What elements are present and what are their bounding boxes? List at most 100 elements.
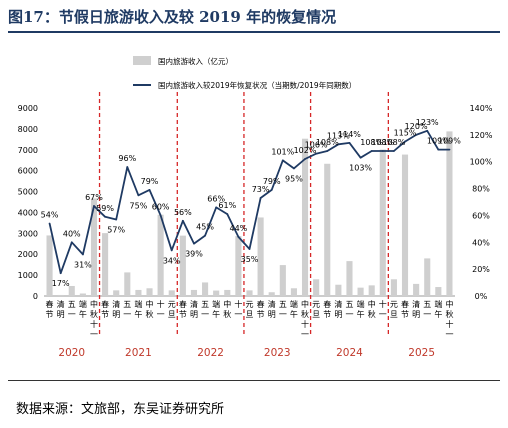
left-tick-label: 3000	[18, 229, 38, 238]
x-tick-label: 五	[279, 300, 287, 309]
revenue-bar	[290, 288, 297, 296]
revenue-bar	[213, 290, 220, 296]
x-tick-label: 节	[179, 310, 187, 319]
year-labels: 2020 2021 2022 2023 2024 2025	[58, 347, 435, 359]
x-tick-label: 节	[46, 310, 54, 319]
x-tick-label: 清	[412, 299, 420, 309]
x-tick-label: 旦	[246, 310, 254, 319]
recovery-label: 96%	[118, 154, 136, 163]
x-axis-labels: 春节清明五一端午中秋十一春节清明五一端午中秋十一元旦春节清明五一端午中秋十一元旦…	[46, 299, 454, 339]
x-tick-label: 一	[445, 330, 453, 339]
recovery-label: 120%	[405, 122, 428, 131]
right-tick-label: 120%	[470, 131, 493, 140]
recovery-point	[381, 150, 384, 152]
x-tick-label: 一	[234, 310, 242, 319]
bar-series	[46, 131, 453, 296]
x-tick-label: 明	[112, 310, 120, 319]
x-tick-label: 十	[445, 319, 453, 329]
title-rule	[8, 31, 500, 33]
recovery-point	[48, 222, 51, 225]
right-tick-label: 100%	[470, 158, 493, 167]
recovery-point	[93, 205, 95, 207]
left-tick-label: 5000	[18, 188, 38, 197]
x-tick-label: 十	[379, 299, 387, 309]
recovery-label: 17%	[52, 279, 70, 288]
x-tick-label: 端	[134, 299, 142, 309]
recovery-point	[370, 150, 373, 152]
recovery-label: 108%	[371, 138, 394, 147]
recovery-label: 59%	[96, 204, 114, 213]
recovery-label: 123%	[416, 118, 439, 127]
x-tick-label: 节	[323, 310, 331, 319]
left-tick-label: 0	[33, 292, 38, 301]
x-tick-label: 五	[345, 300, 353, 309]
right-tick-label: 80%	[472, 185, 490, 194]
x-tick-label: 端	[357, 299, 365, 309]
revenue-bar	[324, 163, 331, 296]
x-tick-label: 秋	[445, 309, 453, 319]
recovery-label: 66%	[207, 194, 225, 203]
recovery-label: 108%	[316, 138, 339, 147]
right-tick-label: 0%	[475, 292, 488, 301]
line-labels: 54% 17% 40% 31% 67% 59% 57% 96% 75% 79% 60% 34% 56% 3…	[41, 118, 462, 288]
recovery-point	[337, 143, 340, 146]
revenue-bar	[435, 287, 442, 296]
recovery-point	[248, 248, 251, 250]
x-tick-label: 五	[68, 300, 76, 309]
revenue-bar	[79, 293, 86, 296]
recovery-point	[359, 156, 362, 159]
recovery-point	[304, 158, 306, 160]
revenue-bar	[413, 283, 420, 296]
revenue-bar	[179, 235, 186, 296]
x-tick-label: 端	[79, 299, 87, 309]
axes: 0 1000 2000 3000 4000 5000 6000 7000 8000 9000 0% 2…	[18, 104, 493, 301]
recovery-point	[148, 189, 151, 191]
x-tick-label: 节	[101, 310, 109, 319]
year-label: 2025	[408, 347, 435, 359]
x-tick-label: 十	[301, 319, 309, 329]
recovery-point	[170, 249, 173, 252]
x-tick-label: 清	[334, 299, 342, 309]
revenue-bar	[146, 288, 153, 296]
revenue-bar	[257, 217, 264, 296]
recovery-point	[415, 133, 418, 136]
recovery-label: 106%	[305, 141, 328, 150]
recovery-label: 45%	[196, 223, 214, 232]
left-tick-label: 7000	[18, 146, 38, 155]
recovery-point	[226, 213, 229, 215]
recovery-point	[115, 218, 118, 221]
x-tick-label: 春	[401, 299, 409, 309]
recovery-point	[393, 150, 395, 152]
x-tick-label: 秋	[368, 309, 376, 319]
revenue-bar	[168, 290, 175, 296]
x-tick-label: 旦	[390, 310, 398, 319]
x-tick-label: 一	[345, 310, 353, 319]
x-tick-label: 五	[201, 300, 209, 309]
x-tick-label: 春	[46, 299, 54, 309]
x-tick-label: 秋	[301, 309, 309, 319]
revenue-bar	[202, 282, 209, 296]
year-label: 2023	[264, 347, 291, 359]
recovery-point	[237, 236, 240, 238]
legend-bar-label: 国内旅游收入（亿元）	[158, 56, 233, 66]
x-tick-label: 一	[301, 330, 309, 339]
recovery-label: 115%	[394, 129, 417, 138]
revenue-bar	[313, 279, 320, 296]
recovery-point	[137, 194, 140, 197]
recovery-point	[181, 219, 184, 222]
right-tick-label: 140%	[470, 104, 493, 113]
x-tick-label: 一	[379, 310, 387, 319]
x-tick-label: 明	[190, 310, 198, 319]
recovery-point	[193, 242, 195, 245]
x-tick-label: 午	[134, 309, 142, 319]
x-tick-label: 一	[279, 310, 287, 319]
recovery-label: 40%	[63, 229, 81, 238]
revenue-bar	[335, 284, 342, 296]
x-tick-label: 中	[301, 299, 309, 309]
recovery-label: 101%	[271, 147, 294, 156]
x-tick-label: 十	[234, 299, 242, 309]
revenue-bar	[224, 289, 231, 296]
x-tick-label: 午	[290, 309, 298, 319]
revenue-bar	[424, 258, 431, 296]
left-tick-label: 8000	[18, 125, 38, 134]
